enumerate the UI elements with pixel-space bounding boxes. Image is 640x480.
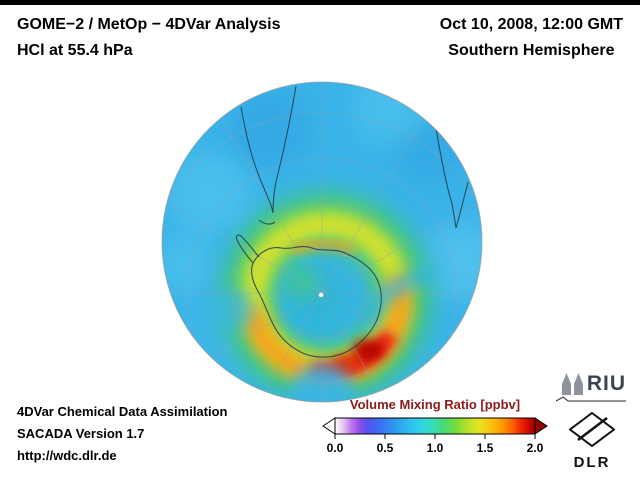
version-label: SACADA Version 1.7: [17, 426, 145, 441]
top-border: [0, 0, 640, 5]
colorbar-tick-0: 0.0: [326, 441, 344, 455]
riu-logo: RIU: [506, 371, 626, 403]
colorbar-tick-labels: 0.0 0.5 1.0 1.5 2.0: [327, 441, 544, 455]
date-label: Oct 10, 2008, 12:00 GMT: [439, 16, 623, 33]
colorbar-tick-2: 1.0: [426, 441, 444, 455]
globe-rim: [161, 81, 483, 403]
dlr-text: DLR: [573, 454, 611, 471]
colorbar-gradient: [334, 417, 536, 435]
colorbar-under-arrow: [322, 417, 336, 435]
dlr-logo: DLR: [562, 411, 622, 471]
plot-subtitle: HCl at 55.4 hPa: [17, 42, 133, 59]
cathedral-icon: [561, 373, 583, 395]
coastline-south-america: [240, 85, 297, 225]
url-label: http://wdc.dlr.de: [17, 448, 117, 463]
riu-underline: [556, 396, 626, 402]
header-left: GOME−2 / MetOp − 4DVar Analysis HCl at 5…: [17, 12, 281, 64]
plot-title: GOME−2 / MetOp − 4DVar Analysis: [17, 16, 281, 33]
coastline-africa: [435, 127, 469, 229]
header-right: Oct 10, 2008, 12:00 GMT Southern Hemisph…: [440, 12, 623, 64]
footer-left: 4DVar Chemical Data Assimilation SACADA …: [17, 401, 228, 467]
assimilation-label: 4DVar Chemical Data Assimilation: [17, 404, 228, 419]
colorbar-over-arrow: [534, 417, 548, 435]
colorbar-tickmarks: [334, 434, 536, 439]
dlr-symbol-icon: [568, 411, 616, 448]
colorbar-tick-1: 0.5: [376, 441, 394, 455]
hemisphere-label: Southern Hemisphere: [448, 42, 615, 59]
colorbar-tick-3: 1.5: [476, 441, 494, 455]
colorbar-scale: [322, 417, 548, 439]
pole-marker: [318, 292, 324, 298]
colorbar: Volume Mixing Ratio [ppbv] 0.0 0.5 1.0 1…: [322, 397, 548, 455]
riu-text: RIU: [586, 372, 626, 395]
colorbar-tick-4: 2.0: [526, 441, 544, 455]
coastline-antarctica: [235, 234, 382, 358]
colorbar-title: Volume Mixing Ratio [ppbv]: [349, 397, 521, 412]
